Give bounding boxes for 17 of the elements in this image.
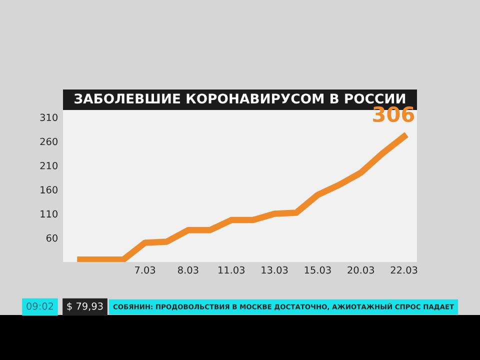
x-tick-label: 13.03 [262, 266, 288, 274]
x-tick-label: 20.03 [348, 266, 374, 274]
y-tick-label: 160 [40, 186, 58, 194]
x-tick-label: 8.03 [178, 266, 198, 274]
y-tick-label: 110 [40, 210, 58, 218]
y-tick-label: 60 [46, 234, 58, 242]
text: $ 79,93 [67, 302, 103, 312]
y-tick-label: 260 [40, 138, 58, 146]
y-tick-label: 210 [40, 162, 58, 170]
x-tick-label: 7.03 [135, 266, 156, 274]
y-tick-label: 310 [40, 114, 58, 122]
chart-title: ЗАБОЛЕВШИЕ КОРОНАВИРУСОМ В РОССИИ [74, 94, 406, 104]
annotation: 306 [373, 106, 414, 122]
x-tick-label: 15.03 [304, 266, 331, 274]
x-tick-label: 22.03 [390, 266, 418, 274]
text: 09:02 [26, 302, 54, 310]
x-tick-label: 11.03 [218, 266, 245, 274]
